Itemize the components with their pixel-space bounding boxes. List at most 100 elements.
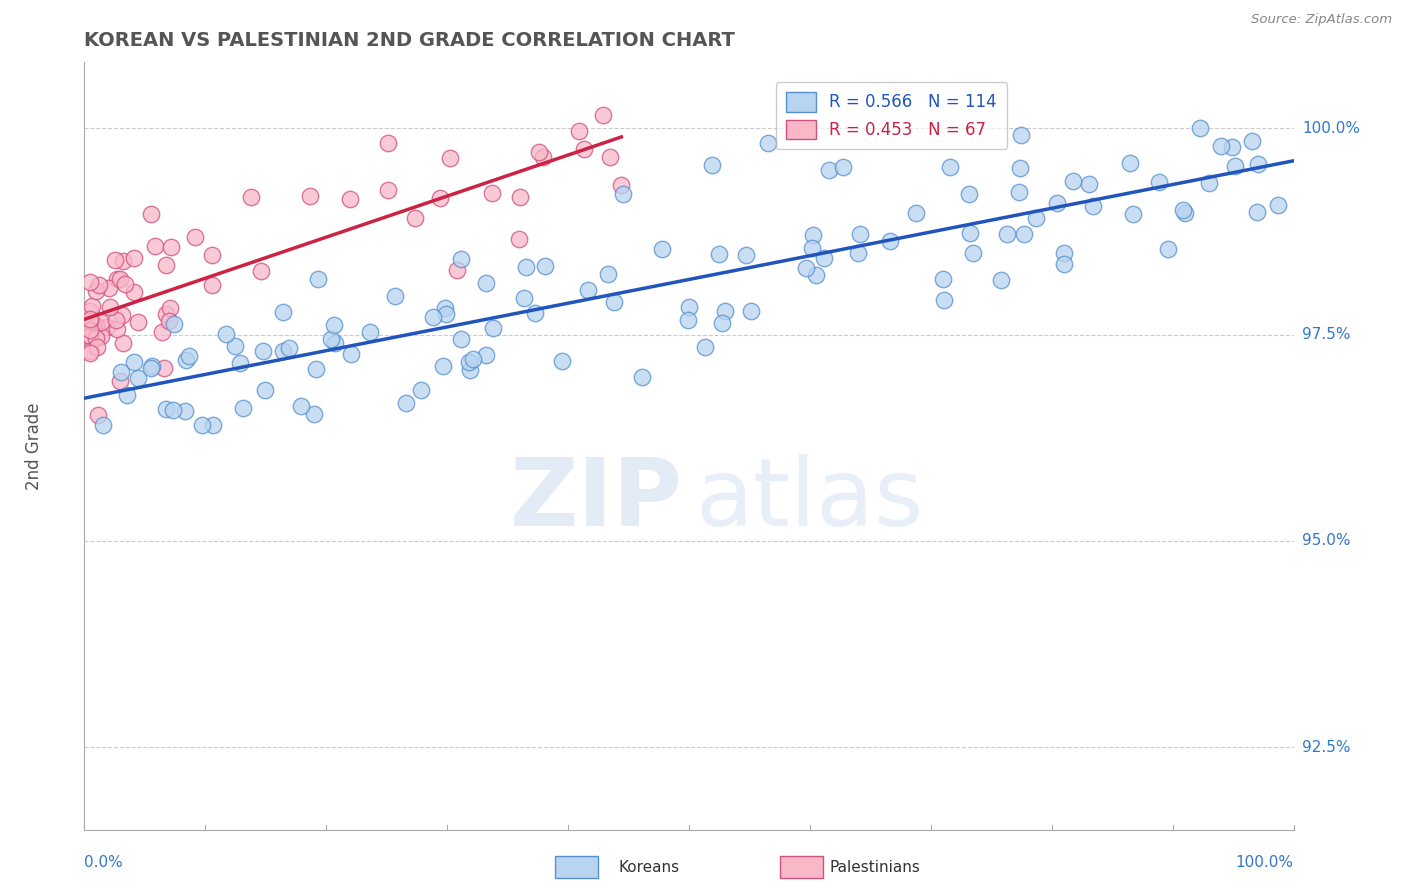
Point bbox=[305, 361, 328, 376]
Point bbox=[249, 264, 271, 278]
Point bbox=[201, 248, 224, 262]
Point bbox=[957, 186, 980, 201]
Point bbox=[163, 317, 186, 331]
Point bbox=[1246, 157, 1268, 171]
Point bbox=[533, 259, 555, 273]
Point bbox=[475, 276, 498, 290]
Text: 92.5%: 92.5% bbox=[1302, 739, 1350, 755]
Point bbox=[432, 359, 454, 374]
Point bbox=[90, 328, 112, 343]
Point bbox=[1122, 207, 1144, 221]
Point bbox=[434, 307, 457, 321]
Point bbox=[848, 227, 870, 241]
Point bbox=[524, 306, 547, 320]
Point bbox=[240, 190, 263, 204]
Point bbox=[184, 230, 207, 244]
Point bbox=[339, 347, 361, 361]
Point bbox=[1267, 198, 1289, 212]
Point bbox=[794, 261, 817, 276]
Point bbox=[474, 349, 496, 363]
Point bbox=[846, 246, 869, 260]
Point bbox=[145, 239, 167, 253]
Point bbox=[228, 356, 250, 370]
Point bbox=[602, 295, 624, 310]
Point bbox=[127, 371, 149, 385]
Point bbox=[695, 340, 717, 354]
Point bbox=[678, 300, 700, 314]
Point bbox=[804, 268, 827, 283]
Point bbox=[150, 325, 173, 339]
Point bbox=[713, 303, 735, 318]
Point bbox=[932, 293, 955, 308]
Point bbox=[508, 231, 530, 245]
Point bbox=[86, 340, 108, 354]
Point bbox=[79, 323, 101, 337]
Point bbox=[177, 349, 200, 363]
Point bbox=[86, 284, 108, 298]
Point bbox=[395, 396, 418, 410]
Point bbox=[404, 211, 426, 225]
Point bbox=[302, 407, 325, 421]
Text: ZIP: ZIP bbox=[510, 454, 683, 546]
Point bbox=[458, 362, 481, 376]
Point bbox=[159, 301, 181, 315]
Point bbox=[931, 271, 953, 285]
Text: Source: ZipAtlas.com: Source: ZipAtlas.com bbox=[1251, 13, 1392, 27]
Point bbox=[153, 360, 176, 375]
Point bbox=[79, 275, 101, 289]
Point bbox=[568, 124, 591, 138]
Point bbox=[1062, 173, 1084, 187]
Point bbox=[202, 418, 225, 433]
Point bbox=[1147, 175, 1170, 189]
Point bbox=[461, 352, 484, 367]
Point bbox=[481, 321, 503, 335]
Point bbox=[98, 300, 121, 314]
Point bbox=[879, 234, 901, 248]
Text: 97.5%: 97.5% bbox=[1302, 327, 1350, 343]
Point bbox=[707, 247, 730, 261]
Point bbox=[551, 353, 574, 368]
Point bbox=[599, 150, 621, 164]
Text: Palestinians: Palestinians bbox=[830, 860, 921, 874]
Point bbox=[422, 310, 444, 324]
Point bbox=[1198, 176, 1220, 190]
Point bbox=[512, 291, 534, 305]
Point bbox=[610, 178, 633, 193]
Point bbox=[97, 280, 120, 294]
Point bbox=[962, 245, 984, 260]
Point bbox=[214, 326, 236, 341]
Point bbox=[1025, 211, 1047, 226]
Point bbox=[155, 307, 177, 321]
Point bbox=[87, 408, 110, 422]
Point bbox=[457, 355, 479, 369]
Point bbox=[111, 308, 134, 322]
Point bbox=[1223, 159, 1246, 173]
Point bbox=[801, 227, 824, 242]
Point bbox=[1156, 242, 1178, 256]
Point bbox=[90, 315, 112, 329]
Point bbox=[990, 273, 1012, 287]
Point bbox=[104, 253, 127, 268]
Point bbox=[959, 226, 981, 240]
Point bbox=[110, 272, 132, 286]
Point bbox=[84, 318, 107, 332]
Point bbox=[1008, 185, 1031, 199]
Point bbox=[91, 418, 114, 433]
Point bbox=[112, 253, 135, 268]
Point bbox=[1046, 195, 1069, 210]
Text: 2nd Grade: 2nd Grade bbox=[25, 402, 42, 490]
Point bbox=[122, 285, 145, 299]
Text: KOREAN VS PALESTINIAN 2ND GRADE CORRELATION CHART: KOREAN VS PALESTINIAN 2ND GRADE CORRELAT… bbox=[84, 30, 735, 50]
Point bbox=[1188, 120, 1211, 135]
Point bbox=[79, 328, 101, 343]
Point bbox=[141, 359, 163, 374]
Point bbox=[813, 251, 835, 265]
Point bbox=[1053, 246, 1076, 260]
Point bbox=[439, 151, 461, 165]
Point bbox=[1010, 128, 1032, 143]
Point bbox=[904, 205, 927, 219]
Point bbox=[271, 305, 294, 319]
Point bbox=[1171, 203, 1194, 218]
Point bbox=[162, 403, 184, 417]
Point bbox=[700, 158, 723, 172]
